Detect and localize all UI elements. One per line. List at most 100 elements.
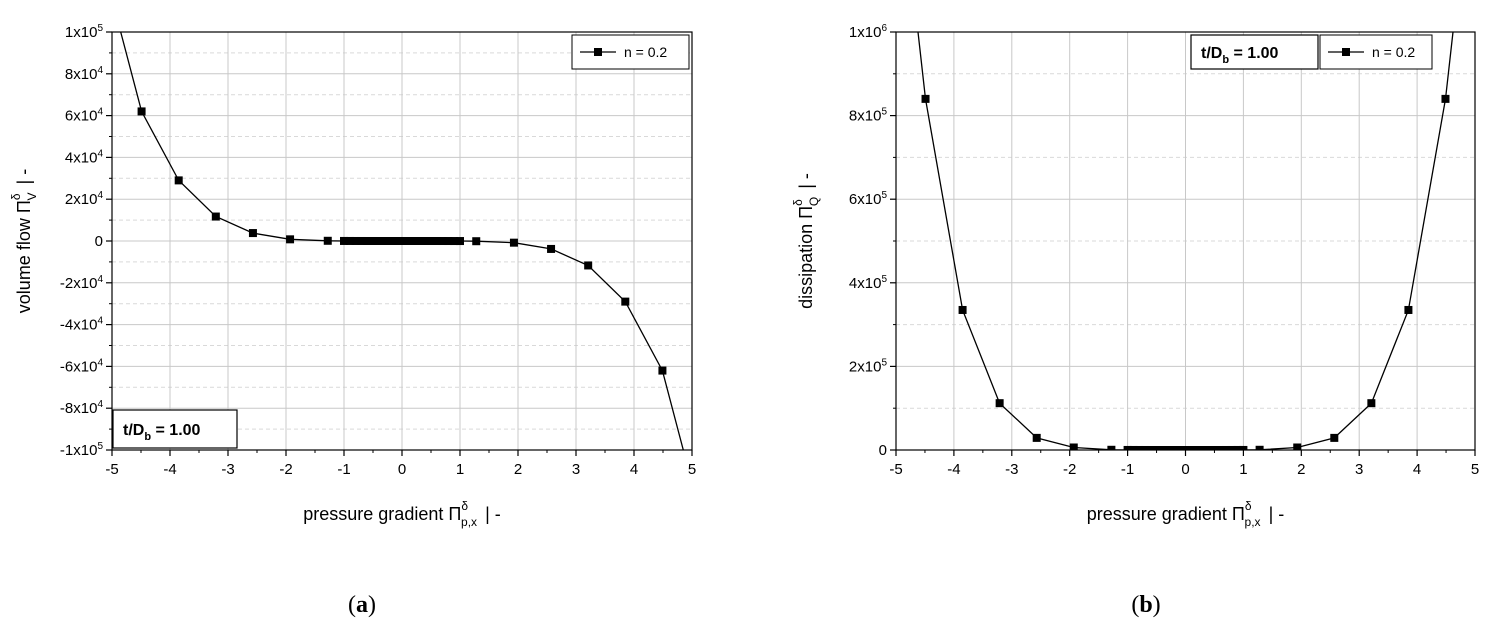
y-tick-exponent: 5 xyxy=(881,357,887,368)
x-tick-label: 2 xyxy=(1297,461,1305,478)
annotation: t/Db = 1.00 xyxy=(112,409,238,449)
y-tick-base: -4x10 xyxy=(60,317,98,334)
data-point xyxy=(1404,305,1413,314)
y-tick-base: -8x10 xyxy=(60,400,98,417)
data-point xyxy=(286,235,295,244)
y-tick-label: 0 xyxy=(95,233,103,250)
legend-marker xyxy=(594,48,602,56)
data-point xyxy=(351,236,360,245)
panel-paren-close: ) xyxy=(368,592,376,618)
data-point xyxy=(1107,445,1116,450)
x-tick-label: -2 xyxy=(1063,461,1076,478)
y-axis-label-sup: δ xyxy=(791,199,805,206)
y-tick-base: 4x10 xyxy=(65,149,98,166)
data-point xyxy=(1187,446,1196,450)
annotation-sub: b xyxy=(1222,54,1229,66)
y-tick-base: 2x10 xyxy=(849,358,882,375)
y-tick-label: -8x104 xyxy=(60,399,104,417)
data-point xyxy=(1233,445,1242,450)
data-point xyxy=(621,297,630,306)
x-tick-label: -5 xyxy=(889,461,902,478)
series-line xyxy=(917,32,1454,450)
data-point xyxy=(1135,445,1144,450)
y-tick-exponent: 5 xyxy=(881,274,887,285)
panel-letter: a xyxy=(356,592,368,618)
x-tick-label: -3 xyxy=(1005,461,1018,478)
data-point xyxy=(1330,433,1339,442)
data-point xyxy=(509,238,518,247)
panel-paren-close: ) xyxy=(1153,592,1161,618)
x-axis-label-unit: | - xyxy=(1269,504,1285,524)
x-axis-label-sup: δ xyxy=(1245,499,1252,513)
x-axis-label: pressure gradient Πδ p,x | - xyxy=(303,499,500,529)
data-point xyxy=(1239,445,1248,450)
data-point xyxy=(427,237,435,246)
data-point xyxy=(1069,443,1078,450)
x-axis-label-text: pressure gradient Π xyxy=(1087,504,1245,524)
y-tick-exponent: 4 xyxy=(97,148,103,159)
data-point xyxy=(1032,433,1041,442)
y-tick-label: 2x105 xyxy=(849,357,888,375)
x-tick-label: 3 xyxy=(1355,461,1363,478)
x-axis-label-sub: p,x xyxy=(461,515,477,529)
data-point xyxy=(1204,445,1213,450)
x-tick-label: -4 xyxy=(947,461,960,478)
y-tick-base: 8x10 xyxy=(65,66,98,83)
data-point xyxy=(1227,445,1236,450)
y-tick-label: -4x104 xyxy=(60,316,104,334)
data-point xyxy=(421,237,430,246)
data-point xyxy=(174,176,183,185)
y-axis-label-unit: | - xyxy=(796,173,816,189)
panel-letter: b xyxy=(1139,592,1152,618)
y-tick-base: 6x10 xyxy=(65,108,98,125)
data-point xyxy=(345,236,354,245)
data-point xyxy=(1175,446,1184,450)
data-point xyxy=(1255,445,1264,450)
data-point xyxy=(1367,399,1376,408)
data-point xyxy=(398,237,406,245)
annotation-value: = 1.00 xyxy=(1229,45,1278,62)
data-point xyxy=(658,366,667,375)
y-axis-label-text: volume flow Π xyxy=(14,200,34,313)
data-point xyxy=(248,229,257,238)
data-point xyxy=(1164,445,1173,450)
data-point xyxy=(584,261,593,270)
data-point xyxy=(1146,445,1155,450)
y-tick-exponent: 5 xyxy=(97,23,103,34)
y-tick-exponent: 4 xyxy=(97,274,103,285)
y-tick-base: 6x10 xyxy=(849,191,882,208)
data-point xyxy=(921,94,930,103)
legend-label: n = 0.2 xyxy=(624,44,667,60)
data-point xyxy=(1222,445,1231,450)
data-point xyxy=(1152,445,1161,450)
y-tick-label: 2x104 xyxy=(65,190,104,208)
annotation-text: t/Db = 1.00 xyxy=(1201,45,1279,66)
y-tick-label: 4x105 xyxy=(849,274,888,292)
data-point xyxy=(340,236,348,245)
annotation-base: t/D xyxy=(123,422,144,439)
y-axis-label: volume flow Πδ V | - xyxy=(9,169,39,313)
y-axis-label-unit: | - xyxy=(14,169,34,185)
data-point xyxy=(1193,446,1202,450)
data-point xyxy=(211,212,220,221)
data-point xyxy=(357,236,366,245)
data-point xyxy=(369,236,377,245)
data-point xyxy=(432,237,441,246)
data-point xyxy=(438,237,447,246)
x-tick-label: -1 xyxy=(337,461,350,478)
y-axis-label-text: dissipation Π xyxy=(796,206,816,309)
data-point xyxy=(1441,94,1450,103)
y-tick-label: 0 xyxy=(879,442,887,459)
y-tick-base: 2x10 xyxy=(65,191,98,208)
y-tick-base: 0 xyxy=(879,442,887,459)
chart-a: -5 -4 -3 -2 -1 0 1 2 3 4 5-1x105-8x104-6x104-4x104… xyxy=(9,23,696,618)
data-point xyxy=(363,236,372,245)
y-tick-label: 6x104 xyxy=(65,107,104,125)
data-point xyxy=(1123,445,1132,450)
chart-b: -5 -4 -3 -2 -1 0 1 2 3 4 502x1054x1056x1058x1051x1… xyxy=(791,23,1479,618)
y-axis-label-sub: V xyxy=(25,192,39,200)
y-tick-label: 8x104 xyxy=(65,65,104,83)
y-axis-label-sub: Q xyxy=(807,197,821,206)
data-point xyxy=(1210,445,1219,450)
y-tick-label: 8x105 xyxy=(849,107,888,125)
